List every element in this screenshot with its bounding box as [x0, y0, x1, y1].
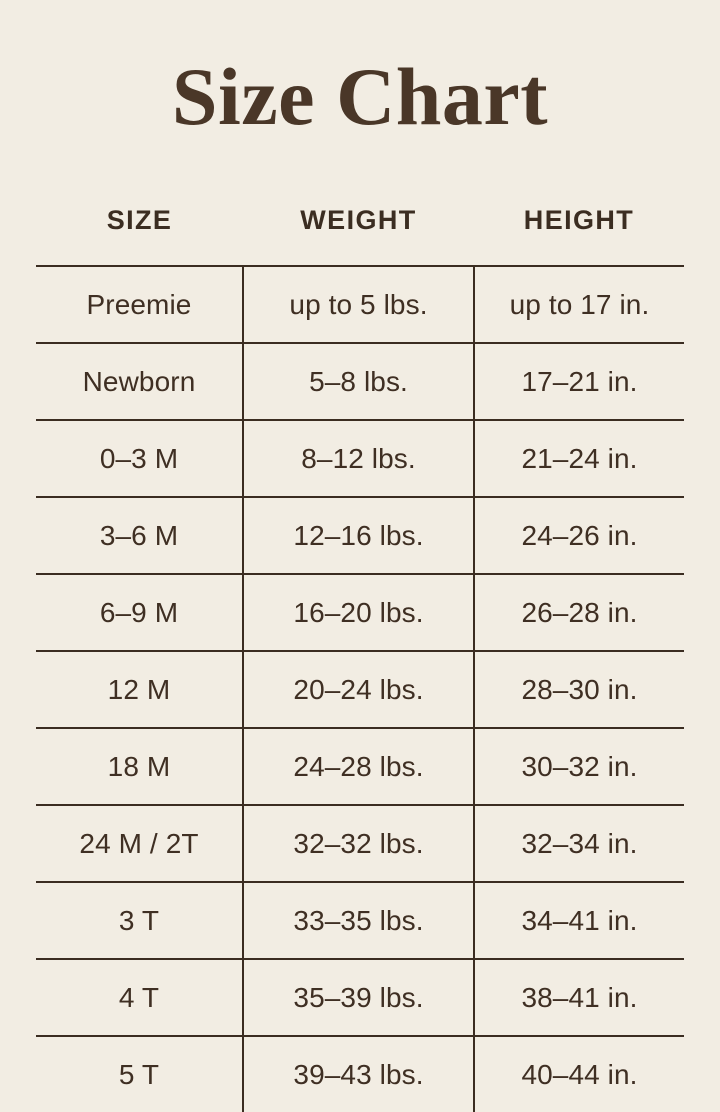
- cell-height: 38–41 in.: [473, 958, 684, 1036]
- cell-weight: up to 5 lbs.: [242, 265, 474, 343]
- cell-size: 4 T: [36, 958, 243, 1036]
- cell-height: 32–34 in.: [473, 804, 684, 882]
- table-header-row: SIZE WEIGHT HEIGHT: [36, 186, 684, 266]
- cell-size: 12 M: [36, 650, 243, 728]
- page-title: Size Chart: [171, 51, 549, 142]
- cell-size: 24 M / 2T: [36, 804, 243, 882]
- cell-weight: 16–20 lbs.: [242, 573, 474, 651]
- cell-height: 21–24 in.: [473, 419, 684, 497]
- cell-height: 28–30 in.: [473, 650, 684, 728]
- cell-weight: 24–28 lbs.: [242, 727, 474, 805]
- cell-weight: 35–39 lbs.: [242, 958, 474, 1036]
- column-header-height: HEIGHT: [523, 205, 635, 235]
- cell-size: 0–3 M: [36, 419, 243, 497]
- table-row: 5 T 39–43 lbs. 40–44 in.: [36, 1035, 684, 1112]
- table-row: 6–9 M 16–20 lbs. 26–28 in.: [36, 573, 684, 651]
- cell-weight: 39–43 lbs.: [242, 1035, 474, 1112]
- table-row: 12 M 20–24 lbs. 28–30 in.: [36, 650, 684, 728]
- cell-size: 5 T: [36, 1035, 243, 1112]
- size-chart-table-container: SIZE WEIGHT HEIGHT Preemie up to 5 lbs. up…: [36, 186, 684, 1112]
- cell-height: 40–44 in.: [473, 1035, 684, 1112]
- size-chart-table: SIZE WEIGHT HEIGHT Preemie up to 5 lbs. up…: [36, 186, 684, 1112]
- cell-size: 6–9 M: [36, 573, 243, 651]
- cell-size: Newborn: [36, 342, 243, 420]
- cell-weight: 5–8 lbs.: [242, 342, 474, 420]
- cell-height: 17–21 in.: [473, 342, 684, 420]
- cell-size: 3–6 M: [36, 496, 243, 574]
- cell-height: 26–28 in.: [473, 573, 684, 651]
- table-row: 18 M 24–28 lbs. 30–32 in.: [36, 727, 684, 805]
- table-header: SIZE WEIGHT HEIGHT: [36, 186, 684, 266]
- table-row: 4 T 35–39 lbs. 38–41 in.: [36, 958, 684, 1036]
- table-row: 0–3 M 8–12 lbs. 21–24 in.: [36, 419, 684, 497]
- table-row: Newborn 5–8 lbs. 17–21 in.: [36, 342, 684, 420]
- cell-weight: 8–12 lbs.: [242, 419, 474, 497]
- cell-weight: 32–32 lbs.: [242, 804, 474, 882]
- cell-weight: 33–35 lbs.: [242, 881, 474, 959]
- cell-height: 30–32 in.: [473, 727, 684, 805]
- cell-height: 34–41 in.: [473, 881, 684, 959]
- cell-size: Preemie: [36, 265, 243, 343]
- cell-weight: 20–24 lbs.: [242, 650, 474, 728]
- cell-height: up to 17 in.: [473, 265, 684, 343]
- column-header-weight: WEIGHT: [300, 205, 417, 235]
- cell-height: 24–26 in.: [473, 496, 684, 574]
- table-row: 3 T 33–35 lbs. 34–41 in.: [36, 881, 684, 959]
- table-row: Preemie up to 5 lbs. up to 17 in.: [36, 265, 684, 343]
- cell-size: 3 T: [36, 881, 243, 959]
- table-body: Preemie up to 5 lbs. up to 17 in. Newborn 5–…: [36, 265, 684, 1112]
- table-row: 24 M / 2T 32–32 lbs. 32–34 in.: [36, 804, 684, 882]
- column-header-size: SIZE: [106, 205, 173, 235]
- size-chart-poster: Size Chart SIZE WEIGHT HEIGHT Preemie up …: [36, 51, 684, 1112]
- table-row: 3–6 M 12–16 lbs. 24–26 in.: [36, 496, 684, 574]
- cell-size: 18 M: [36, 727, 243, 805]
- cell-weight: 12–16 lbs.: [242, 496, 474, 574]
